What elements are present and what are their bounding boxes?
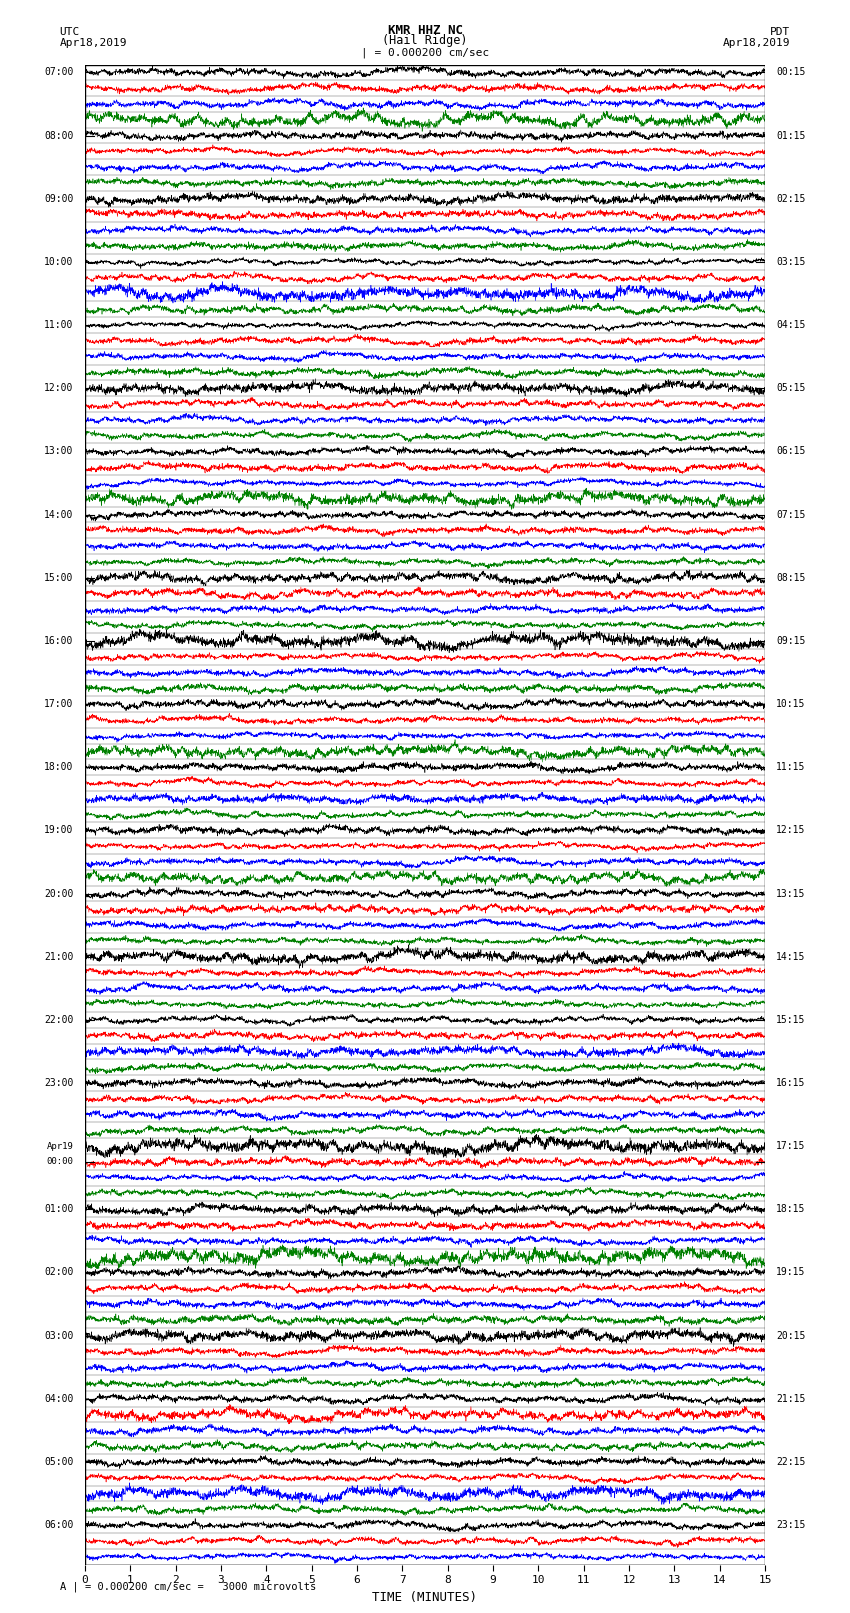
Text: 19:00: 19:00 — [44, 826, 74, 836]
Text: 13:00: 13:00 — [44, 447, 74, 456]
Text: KMR HHZ NC: KMR HHZ NC — [388, 24, 462, 37]
Text: UTC: UTC — [60, 27, 80, 37]
Text: 17:15: 17:15 — [776, 1140, 806, 1152]
Text: 08:15: 08:15 — [776, 573, 806, 582]
Text: 16:15: 16:15 — [776, 1077, 806, 1089]
Text: 21:00: 21:00 — [44, 952, 74, 961]
Text: 20:15: 20:15 — [776, 1331, 806, 1340]
Text: 05:15: 05:15 — [776, 384, 806, 394]
Text: 17:00: 17:00 — [44, 698, 74, 710]
Text: 05:00: 05:00 — [44, 1457, 74, 1466]
Text: Apr18,2019: Apr18,2019 — [60, 39, 127, 48]
Text: 07:15: 07:15 — [776, 510, 806, 519]
Text: 07:00: 07:00 — [44, 68, 74, 77]
Text: 10:00: 10:00 — [44, 256, 74, 266]
Text: 14:15: 14:15 — [776, 952, 806, 961]
Text: A | = 0.000200 cm/sec =   3000 microvolts: A | = 0.000200 cm/sec = 3000 microvolts — [60, 1581, 315, 1592]
Text: 01:15: 01:15 — [776, 131, 806, 140]
Text: 03:00: 03:00 — [44, 1331, 74, 1340]
Text: (Hail Ridge): (Hail Ridge) — [382, 34, 468, 47]
Text: 06:00: 06:00 — [44, 1519, 74, 1531]
Text: 04:15: 04:15 — [776, 319, 806, 331]
Text: 18:00: 18:00 — [44, 763, 74, 773]
Text: 06:15: 06:15 — [776, 447, 806, 456]
Text: PDT: PDT — [770, 27, 790, 37]
Text: 04:00: 04:00 — [44, 1394, 74, 1403]
Text: 12:15: 12:15 — [776, 826, 806, 836]
Text: 09:15: 09:15 — [776, 636, 806, 645]
Text: | = 0.000200 cm/sec: | = 0.000200 cm/sec — [361, 47, 489, 58]
Text: 11:00: 11:00 — [44, 319, 74, 331]
Text: 00:00: 00:00 — [47, 1158, 74, 1166]
Text: 13:15: 13:15 — [776, 889, 806, 898]
Text: 00:15: 00:15 — [776, 68, 806, 77]
Text: 09:00: 09:00 — [44, 194, 74, 203]
Text: 22:15: 22:15 — [776, 1457, 806, 1466]
Text: 18:15: 18:15 — [776, 1205, 806, 1215]
Text: 23:15: 23:15 — [776, 1519, 806, 1531]
Text: 02:00: 02:00 — [44, 1268, 74, 1277]
Text: 22:00: 22:00 — [44, 1015, 74, 1024]
Text: 16:00: 16:00 — [44, 636, 74, 645]
Text: 10:15: 10:15 — [776, 698, 806, 710]
Text: 03:15: 03:15 — [776, 256, 806, 266]
Text: 08:00: 08:00 — [44, 131, 74, 140]
Text: 20:00: 20:00 — [44, 889, 74, 898]
Text: 15:15: 15:15 — [776, 1015, 806, 1024]
Text: 11:15: 11:15 — [776, 763, 806, 773]
Text: Apr19: Apr19 — [47, 1142, 74, 1150]
Text: 02:15: 02:15 — [776, 194, 806, 203]
Text: 23:00: 23:00 — [44, 1077, 74, 1089]
Text: 21:15: 21:15 — [776, 1394, 806, 1403]
Text: 12:00: 12:00 — [44, 384, 74, 394]
Text: Apr18,2019: Apr18,2019 — [723, 39, 791, 48]
Text: 01:00: 01:00 — [44, 1205, 74, 1215]
Text: 19:15: 19:15 — [776, 1268, 806, 1277]
X-axis label: TIME (MINUTES): TIME (MINUTES) — [372, 1590, 478, 1603]
Text: 15:00: 15:00 — [44, 573, 74, 582]
Text: 14:00: 14:00 — [44, 510, 74, 519]
